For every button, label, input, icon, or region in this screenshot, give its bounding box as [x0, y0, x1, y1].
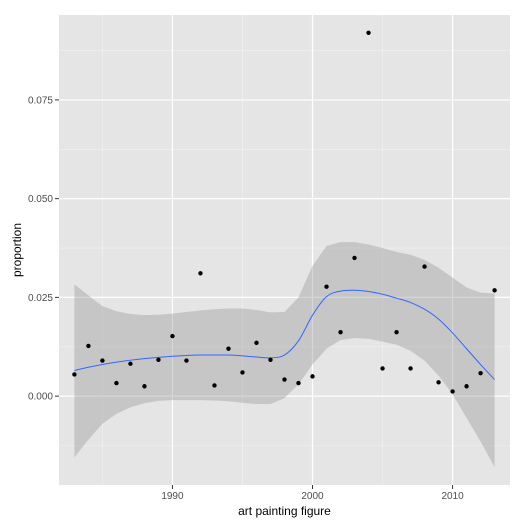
data-point [310, 374, 315, 379]
data-point [226, 346, 231, 351]
points-layer [72, 30, 497, 394]
y-axis: 0.000 0.025 0.050 0.075 [28, 95, 59, 403]
data-point [268, 357, 273, 362]
data-point [324, 284, 329, 289]
data-point [170, 333, 175, 339]
x-axis: 1990 2000 2010 [161, 485, 464, 502]
data-point [366, 30, 371, 35]
x-axis-title: art painting figure [238, 504, 331, 518]
data-point [128, 361, 133, 366]
data-point [450, 389, 455, 394]
minor-grid [59, 15, 510, 485]
y-tick-label: 0.050 [28, 194, 53, 205]
data-point [212, 383, 217, 388]
data-point [240, 370, 245, 375]
data-point [464, 384, 469, 389]
data-point [156, 357, 161, 362]
data-point [184, 358, 189, 363]
data-point [478, 371, 483, 376]
data-point [394, 329, 399, 335]
data-point [380, 366, 385, 371]
y-tick-label: 0.025 [28, 293, 53, 304]
y-axis-title: proportion [10, 223, 24, 277]
data-point [492, 288, 497, 293]
data-point [282, 377, 287, 382]
smooth-line [74, 289, 495, 380]
data-point [72, 372, 77, 377]
data-point [338, 329, 343, 335]
plot-panel [59, 15, 510, 485]
x-tick-label: 2010 [441, 491, 464, 502]
data-point [114, 380, 119, 386]
y-tick-label: 0.075 [28, 95, 53, 106]
data-point [142, 384, 147, 389]
data-point [86, 343, 91, 349]
data-point [254, 340, 259, 346]
x-tick-label: 1990 [161, 491, 184, 502]
data-point [352, 255, 357, 261]
data-point [408, 366, 413, 371]
y-tick-label: 0.000 [28, 392, 53, 403]
data-point [100, 358, 105, 363]
x-tick-label: 2000 [301, 491, 324, 502]
data-point [296, 380, 301, 386]
data-point [198, 271, 203, 276]
major-grid [59, 15, 510, 485]
data-point [422, 264, 427, 269]
data-point [436, 380, 441, 385]
